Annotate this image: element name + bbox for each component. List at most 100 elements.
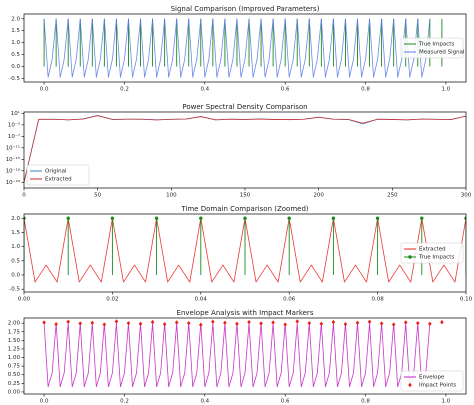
series-line (43, 322, 431, 388)
y-tick-label: 2.00 (8, 321, 21, 327)
impact-marker (367, 319, 372, 324)
impact-marker (42, 320, 46, 325)
x-tick-label: 0.0 (40, 399, 49, 405)
legend: Original Extracted (26, 164, 90, 186)
impact-marker (199, 216, 203, 220)
y-tick-label: 2.0 (11, 16, 20, 22)
x-tick-label: 0.4 (200, 399, 209, 405)
impact-marker (66, 319, 70, 324)
impact-marker (440, 319, 444, 325)
impact-marker (211, 319, 215, 324)
impact-marker (343, 321, 348, 327)
impact-marker (391, 322, 396, 327)
y-tick-label: 1.75 (8, 329, 21, 335)
legend-box (400, 370, 464, 392)
impact-marker (464, 216, 466, 220)
y-tick-label: 0.0 (11, 272, 20, 278)
y-tick-label: 10⁻³ (8, 121, 20, 128)
impact-marker (247, 319, 251, 325)
subplot: Time Domain Comparison (Zoomed) 0.00 0.02 0… (9, 205, 472, 303)
impact-marker (331, 216, 336, 220)
impact-marker (307, 320, 312, 326)
chart-title: Time Domain Comparison (Zoomed) (180, 205, 309, 213)
impact-marker (331, 319, 336, 325)
impact-marker (150, 319, 155, 325)
impact-marker (223, 320, 227, 326)
axes-frame (23, 111, 467, 189)
series-line (43, 18, 431, 78)
y-tick-label: 10⁻²³ (6, 179, 20, 186)
impact-marker (403, 320, 408, 325)
y-tick-label: 1.00 (8, 355, 21, 361)
x-tick-label: 0.8 (361, 87, 370, 93)
impact-marker (102, 322, 107, 327)
subplot: Envelope Analysis with Impact Markers 0.0… (8, 309, 467, 405)
legend-label: Envelope (419, 375, 445, 381)
series-line (24, 114, 466, 183)
subplot: Signal Comparison (Improved Parameters) 0… (9, 5, 467, 93)
y-tick-label: 10⁻¹⁵ (6, 156, 20, 163)
y-tick-label: 1.25 (8, 346, 21, 352)
x-tick-label: 0.0 (40, 87, 49, 93)
impact-marker (287, 216, 291, 220)
axes-frame (23, 13, 467, 83)
x-tick-label: 50 (94, 193, 101, 199)
y-tick-label: 10⁻¹¹ (6, 144, 20, 151)
chart-title: Power Spectral Density Comparison (182, 103, 307, 111)
impact-marker (271, 320, 275, 325)
impact-marker (295, 319, 300, 324)
x-tick-label: 0.6 (281, 399, 290, 405)
impact-marker (90, 320, 95, 326)
x-tick-label: 0.00 (18, 297, 31, 303)
impact-marker (110, 216, 115, 220)
legend: True Impacts Measured Signal (400, 37, 465, 59)
y-tick-label: 1.0 (11, 244, 20, 250)
y-tick-label: 10¹ (11, 110, 20, 117)
y-tick-label: 1.50 (8, 338, 21, 344)
y-tick-label: 0.25 (8, 381, 21, 387)
x-tick-label: 250 (387, 193, 398, 199)
x-tick-label: 0 (22, 193, 26, 199)
x-tick-label: 0.02 (106, 297, 118, 303)
y-tick-label: 1.5 (11, 28, 20, 34)
plot-area (42, 319, 444, 388)
axes-frame (23, 317, 467, 395)
x-tick-label: 1.0 (442, 87, 451, 93)
impact-marker (415, 320, 420, 326)
y-tick-label: 0.75 (8, 364, 21, 370)
impact-marker (420, 216, 424, 220)
impact-marker (319, 321, 324, 327)
x-tick-label: 300 (461, 193, 472, 199)
impact-marker (186, 320, 191, 326)
y-tick-label: 10⁻⁷ (8, 133, 20, 140)
y-tick-label: 2.0 (11, 216, 20, 222)
legend-box (400, 37, 464, 59)
series-line (24, 115, 466, 183)
x-tick-label: 0.6 (281, 87, 290, 93)
y-tick-label: 0.00 (8, 389, 21, 395)
legend-box (26, 164, 90, 186)
x-tick-label: 100 (166, 193, 177, 199)
legend-label: Impact Points (419, 383, 456, 389)
y-tick-label: 10⁻¹⁹ (6, 167, 20, 174)
legend-label: Extracted (419, 247, 446, 253)
impact-marker (66, 216, 70, 220)
x-tick-label: 0.04 (195, 297, 208, 303)
legend-box (400, 242, 464, 264)
impact-marker (54, 321, 58, 327)
impact-marker (162, 321, 167, 327)
impact-marker (199, 322, 203, 328)
x-tick-label: 0.2 (120, 87, 129, 93)
x-tick-label: 0.06 (283, 297, 296, 303)
legend-swatch (408, 255, 412, 259)
plot-area (24, 114, 466, 183)
legend-label: Original (45, 169, 67, 175)
y-tick-label: 0.50 (8, 372, 21, 378)
subplot: Power Spectral Density Comparison 0 50 100 1… (6, 103, 472, 199)
impact-marker (243, 216, 247, 220)
impact-marker (259, 321, 263, 326)
legend: Envelope Impact Points (400, 370, 464, 392)
impact-marker (375, 216, 380, 220)
x-tick-label: 150 (240, 193, 251, 199)
